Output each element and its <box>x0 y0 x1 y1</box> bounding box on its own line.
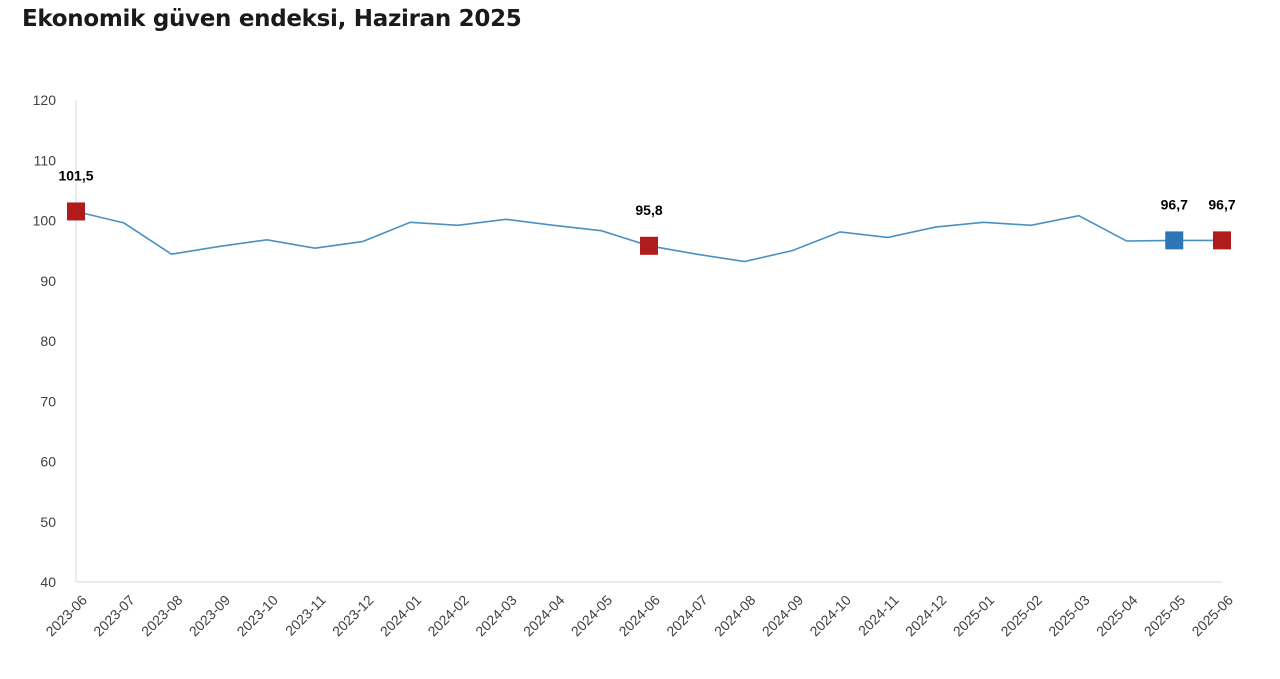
x-tick-label: 2023-07 <box>90 592 138 640</box>
x-tick-label: 2024-06 <box>615 592 663 640</box>
y-axis-ticks: 40 50 60 70 80 90 100 110 120 <box>33 92 57 590</box>
y-tick-label: 50 <box>40 514 56 530</box>
x-tick-label: 2023-10 <box>233 592 281 640</box>
highlight-marker <box>1165 231 1184 250</box>
x-tick-label: 2024-03 <box>472 592 520 640</box>
x-tick-label: 2025-06 <box>1188 592 1236 640</box>
y-tick-label: 90 <box>40 273 56 289</box>
x-tick-label: 2025-04 <box>1093 592 1141 640</box>
highlight-markers <box>67 202 1231 255</box>
x-tick-label: 2024-09 <box>759 592 807 640</box>
chart-title: Ekonomik güven endeksi, Haziran 2025 <box>22 6 522 32</box>
y-tick-label: 100 <box>33 213 57 229</box>
x-tick-label: 2024-04 <box>520 592 568 640</box>
x-tick-label: 2023-11 <box>282 592 329 639</box>
x-tick-label: 2024-05 <box>568 592 616 640</box>
y-tick-label: 70 <box>40 393 56 409</box>
x-tick-label: 2024-10 <box>806 592 854 640</box>
y-tick-label: 110 <box>34 152 57 168</box>
data-label: 96,7 <box>1161 196 1188 212</box>
x-tick-label: 2025-03 <box>1045 592 1093 640</box>
y-tick-label: 120 <box>33 92 57 108</box>
y-tick-label: 80 <box>40 333 56 349</box>
axes <box>75 100 1222 583</box>
x-tick-label: 2024-02 <box>424 592 472 640</box>
x-tick-label: 2023-09 <box>186 592 234 640</box>
x-tick-label: 2025-02 <box>997 592 1045 640</box>
x-tick-label: 2024-07 <box>663 592 711 640</box>
highlight-marker <box>1213 231 1231 250</box>
y-tick-label: 40 <box>40 574 56 590</box>
x-axis-ticks: 2023-06 2023-07 2023-08 2023-09 2023-10 2023-… <box>42 592 1236 640</box>
y-tick-label: 60 <box>40 454 56 470</box>
x-tick-label: 2024-12 <box>902 592 950 640</box>
x-tick-label: 2023-06 <box>42 592 90 640</box>
data-label: 101,5 <box>58 167 93 183</box>
x-tick-label: 2024-01 <box>377 592 425 640</box>
x-tick-label: 2024-08 <box>711 592 759 640</box>
x-tick-label: 2023-12 <box>329 592 377 640</box>
data-label: 95,8 <box>635 202 662 218</box>
highlight-marker <box>67 202 85 221</box>
highlight-marker <box>640 236 658 255</box>
data-labels: 101,5 95,8 96,7 96,7 <box>58 167 1235 217</box>
x-tick-label: 2023-08 <box>138 592 186 640</box>
data-label: 96,7 <box>1208 196 1235 212</box>
x-tick-label: 2025-05 <box>1141 592 1189 640</box>
x-tick-label: 2024-11 <box>855 592 902 639</box>
x-tick-label: 2025-01 <box>950 592 998 640</box>
